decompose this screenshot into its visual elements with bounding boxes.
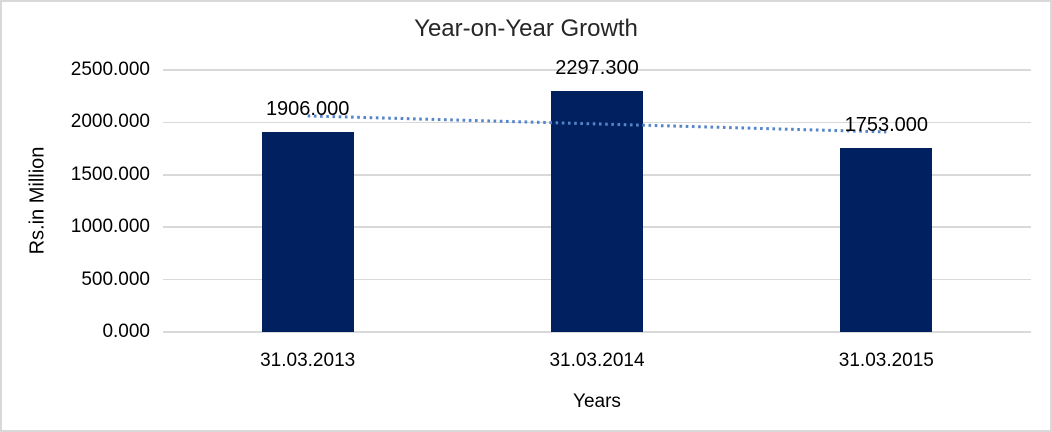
x-category-label: 31.03.2015: [838, 350, 934, 371]
data-label: 1906.000: [265, 98, 350, 121]
y-tick-label: 2500.000: [70, 59, 150, 80]
chart-title: Year-on-Year Growth: [414, 15, 638, 42]
bar-31.03.2013: [261, 132, 354, 332]
plot-area: [163, 69, 1031, 333]
y-axis-title: Rs.in Million: [26, 146, 49, 255]
y-tick-label: 0.000: [102, 321, 150, 342]
y-tick-label: 1500.000: [70, 163, 150, 185]
x-category-label: 31.03.2013: [260, 350, 356, 371]
y-tick-label: 2000.000: [70, 111, 150, 133]
y-tick-label: 500.000: [81, 268, 150, 290]
x-axis-title: Years: [573, 391, 621, 412]
x-category-label: 31.03.2014: [549, 350, 645, 371]
data-label: 2297.300: [555, 57, 639, 80]
gridline: [163, 69, 1031, 71]
bar-31.03.2015: [840, 148, 933, 332]
gridline: [163, 331, 1031, 333]
data-label: 1753.000: [844, 114, 929, 137]
y-tick-label: 1000.000: [70, 216, 150, 238]
bar-31.03.2014: [551, 91, 643, 332]
